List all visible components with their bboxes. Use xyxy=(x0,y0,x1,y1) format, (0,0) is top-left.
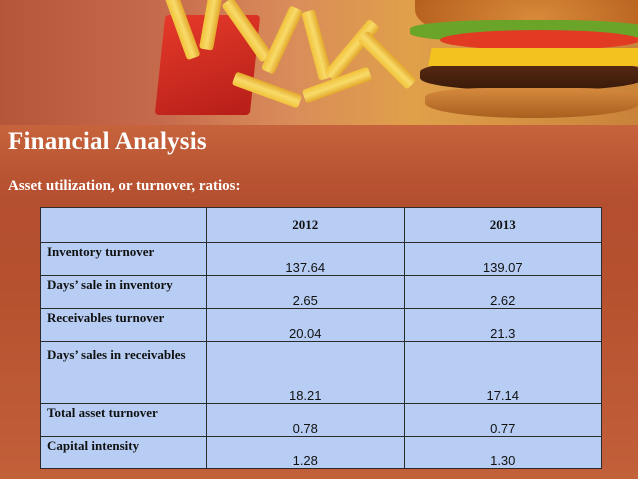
image-reflection xyxy=(0,125,638,205)
value-2013: 0.77 xyxy=(403,403,602,437)
value-2013: 17.14 xyxy=(403,341,602,404)
value-2013: 21.3 xyxy=(403,308,602,342)
header-cell-2013: 2013 xyxy=(403,207,602,243)
fry-graphic xyxy=(260,5,304,75)
slide-title: Financial Analysis xyxy=(8,128,207,155)
table-row: Receivables turnover 20.04 21.3 xyxy=(40,308,602,342)
burger-tomato-graphic xyxy=(440,30,638,50)
table-row: Days’ sale in inventory 2.65 2.62 xyxy=(40,275,602,309)
row-label: Days’ sale in inventory xyxy=(40,275,207,309)
value-2012: 2.65 xyxy=(206,275,405,309)
table-row: Days’ sales in receivables 18.21 17.14 xyxy=(40,341,602,404)
burger-bun-bottom-graphic xyxy=(425,88,638,118)
value-2012: 137.64 xyxy=(206,242,405,276)
value-2013: 1.30 xyxy=(403,436,602,469)
row-label: Inventory turnover xyxy=(40,242,207,276)
ratios-table: 2012 2013 Inventory turnover 137.64 139.… xyxy=(40,207,602,469)
table-row: Inventory turnover 137.64 139.07 xyxy=(40,242,602,276)
value-2012: 0.78 xyxy=(206,403,405,437)
value-2012: 1.28 xyxy=(206,436,405,469)
burger-cheese-graphic xyxy=(428,48,638,66)
value-2013: 139.07 xyxy=(403,242,602,276)
table-row: Capital intensity 1.28 1.30 xyxy=(40,436,602,469)
row-label: Capital intensity xyxy=(40,436,207,469)
row-label: Total asset turnover xyxy=(40,403,207,437)
table-row: Total asset turnover 0.78 0.77 xyxy=(40,403,602,437)
header-cell-2012: 2012 xyxy=(206,207,405,243)
value-2012: 20.04 xyxy=(206,308,405,342)
value-2012: 18.21 xyxy=(206,341,405,404)
value-2013: 2.62 xyxy=(403,275,602,309)
row-label: Days’ sales in receivables xyxy=(40,341,207,404)
row-label: Receivables turnover xyxy=(40,308,207,342)
slide-subtitle: Asset utilization, or turnover, ratios: xyxy=(8,178,241,194)
food-hero-image xyxy=(0,0,638,125)
header-cell-blank xyxy=(40,207,207,243)
table-header-row: 2012 2013 xyxy=(40,207,602,243)
